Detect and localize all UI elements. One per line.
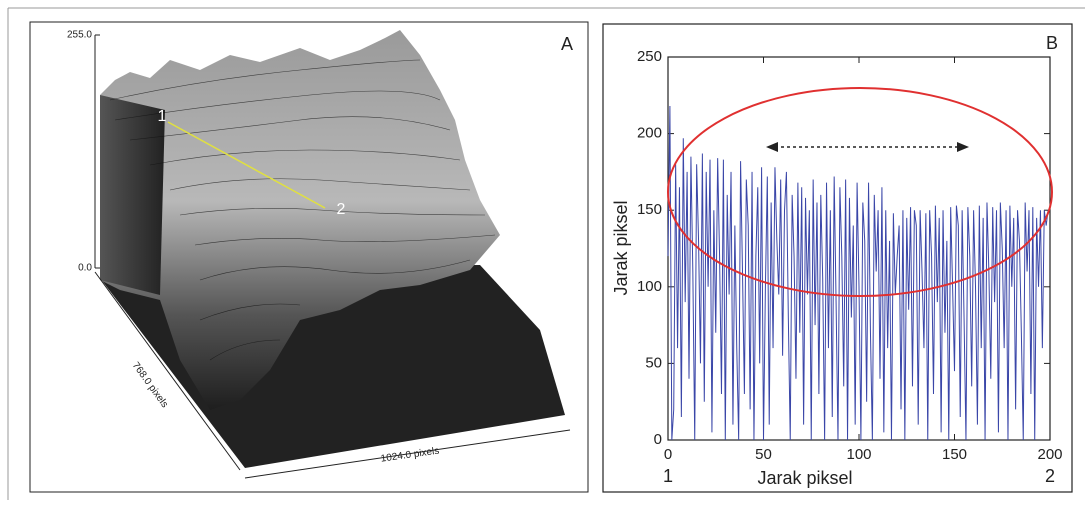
profile-line <box>167 121 326 209</box>
y-axis-title: Jarak piksel <box>611 200 631 295</box>
y-tick-label: 100 <box>637 278 662 295</box>
y-tick-label: 150 <box>637 201 662 218</box>
arrow-head <box>957 142 969 152</box>
surface-mountain <box>100 30 500 410</box>
y-tick-label: 0 <box>654 431 662 448</box>
data-line <box>667 106 1049 441</box>
end-label: 2 <box>1045 466 1055 486</box>
x-tick-label: 50 <box>755 446 772 463</box>
surface-contours <box>109 59 496 361</box>
y-tick-label: 250 <box>637 48 662 65</box>
x-axis <box>244 429 571 479</box>
z-max-label: 255.0 <box>67 30 92 41</box>
x-tick-label: 100 <box>846 446 871 463</box>
highlight-ellipse <box>667 87 1053 297</box>
surface-plot <box>94 30 571 479</box>
panel-label: B <box>1046 33 1058 53</box>
x-tick-label: 0 <box>664 446 672 463</box>
x-tick-label: 200 <box>1037 446 1062 463</box>
end-label: 1 <box>663 466 673 486</box>
z-min-label: 0.0 <box>78 263 92 274</box>
y-tick-label: 50 <box>645 354 662 371</box>
x-tick-label: 150 <box>942 446 967 463</box>
point-label: 1 <box>158 108 167 125</box>
x-axis-title: Jarak piksel <box>757 468 852 488</box>
arrow-head <box>766 142 778 152</box>
y-tick-label: 200 <box>637 125 662 142</box>
panel-label: A <box>561 34 573 54</box>
point-label: 2 <box>337 201 346 218</box>
plot: 0 50 100 150 200 250 0 50 100 150 200 <box>637 48 1063 463</box>
surface-wall <box>100 95 165 295</box>
y-axis <box>94 271 241 471</box>
